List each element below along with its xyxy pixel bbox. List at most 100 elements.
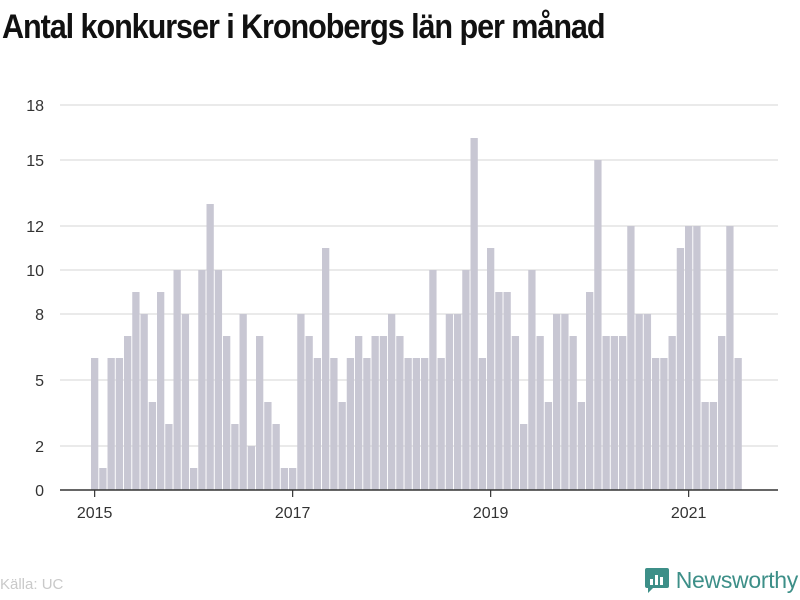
bar	[330, 358, 338, 490]
brand-name: Newsworthy	[675, 566, 799, 593]
bar	[264, 402, 272, 490]
bar	[157, 292, 165, 490]
bar	[718, 336, 726, 490]
bar	[511, 336, 520, 490]
bar	[577, 402, 586, 490]
bar	[643, 314, 652, 490]
bar	[520, 424, 528, 490]
x-axis: 2015 2017 2019 2021	[60, 489, 778, 522]
bar	[544, 402, 553, 490]
bar	[536, 336, 544, 490]
bar	[429, 270, 437, 490]
bar	[338, 402, 346, 490]
x-tick-label: 2017	[275, 505, 311, 522]
y-tick-label: 10	[26, 263, 44, 280]
bar	[396, 336, 404, 490]
data-labels: 6	[742, 0, 751, 4]
bar	[503, 292, 511, 490]
bar	[181, 314, 190, 490]
bar	[371, 336, 379, 490]
y-tick-label: 2	[35, 439, 44, 456]
bar	[239, 314, 247, 490]
bar	[445, 314, 454, 490]
bar	[256, 336, 264, 490]
bar	[561, 314, 569, 490]
bar	[569, 336, 577, 490]
bar	[313, 358, 322, 490]
bar	[305, 336, 313, 490]
bar	[462, 270, 470, 490]
bar	[132, 292, 140, 490]
bar	[115, 358, 124, 490]
bar	[487, 248, 495, 490]
bar	[701, 402, 709, 490]
bar	[676, 248, 685, 490]
bar	[280, 468, 289, 490]
bar	[388, 314, 396, 490]
x-tick-label: 2019	[473, 505, 509, 522]
source-note: Källa: UC	[0, 576, 64, 593]
bar	[198, 270, 206, 490]
bar	[619, 336, 627, 490]
y-tick-label: 5	[35, 373, 44, 390]
bar	[289, 468, 297, 490]
bar	[602, 336, 610, 490]
bar	[635, 314, 643, 490]
brand-logo[interactable]: Newsworthy	[644, 566, 798, 594]
y-tick-label: 18	[26, 98, 44, 115]
newsworthy-logo-icon	[644, 568, 669, 593]
bar	[91, 358, 99, 490]
bar	[231, 424, 239, 490]
bar	[99, 468, 107, 490]
y-tick-label: 0	[35, 483, 44, 500]
bar	[107, 358, 115, 490]
bar	[437, 358, 445, 490]
x-tick-label: 2021	[671, 505, 707, 522]
bar	[165, 424, 173, 490]
bar	[652, 358, 660, 490]
bar	[734, 358, 742, 490]
y-tick-label: 12	[26, 219, 44, 236]
bar	[478, 358, 487, 490]
bar-chart: 0 2 5 8 10 12 15 18 2015 2017 2019 2021 6	[26, 0, 778, 522]
chart-title: Antal konkurser i Kronobergs län per mån…	[2, 8, 606, 46]
bar	[627, 226, 635, 490]
x-tick-label: 2015	[77, 505, 113, 522]
bar	[495, 292, 503, 490]
bar	[726, 226, 734, 490]
bar	[404, 358, 412, 490]
data-label: 6	[742, 0, 751, 4]
bar	[272, 424, 280, 490]
bar	[355, 336, 363, 490]
bar	[454, 314, 462, 490]
bar	[709, 402, 718, 490]
bar	[173, 270, 181, 490]
bar	[206, 204, 214, 490]
bar	[470, 138, 478, 490]
bar	[528, 270, 536, 490]
bar	[346, 358, 355, 490]
bar	[693, 226, 701, 490]
bar	[140, 314, 148, 490]
bar	[668, 336, 676, 490]
bar	[363, 358, 371, 490]
bar	[660, 358, 668, 490]
bar	[124, 336, 132, 490]
bar	[190, 468, 198, 490]
bar	[322, 248, 330, 490]
bar	[247, 446, 256, 490]
bar	[685, 226, 693, 490]
y-axis-ticks: 0 2 5 8 10 12 15 18	[26, 98, 44, 500]
bar	[148, 402, 157, 490]
bar	[553, 314, 561, 490]
bar	[421, 358, 429, 490]
y-tick-label: 15	[26, 153, 44, 170]
bars	[91, 138, 742, 490]
y-tick-label: 8	[35, 307, 44, 324]
bar	[223, 336, 231, 490]
bar	[379, 336, 388, 490]
bar	[214, 270, 223, 490]
bar	[412, 358, 421, 490]
bar	[586, 292, 594, 490]
bar	[594, 160, 602, 490]
